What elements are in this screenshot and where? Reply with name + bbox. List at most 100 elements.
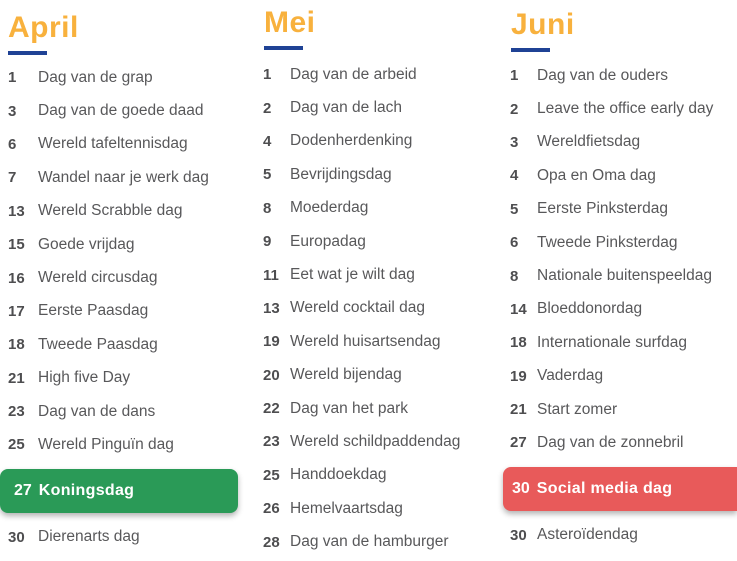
day-number: 23 — [8, 403, 25, 421]
day-row: 6 Wereld tafeltennisdag — [0, 128, 253, 161]
day-name: Tweede Paasdag — [38, 335, 158, 353]
day-number: 1 — [8, 69, 17, 87]
day-list-juni: 1 Dag van de ouders 2 Leave the office e… — [500, 59, 737, 552]
day-number: 27 — [510, 434, 527, 452]
day-name: Wereld schildpaddendag — [290, 432, 461, 450]
day-name: Wereld huisartsendag — [290, 332, 441, 350]
day-name: Goede vrijdag — [38, 235, 135, 253]
day-row: 27 Dag van de zonnebril — [500, 426, 737, 459]
day-name: Dag van de zonnebril — [537, 433, 684, 451]
day-number: 18 — [8, 336, 25, 354]
day-name: Dag van de ouders — [537, 66, 668, 84]
month-title: Mei — [264, 6, 316, 39]
day-name: High five Day — [38, 369, 131, 387]
day-number: 3 — [510, 133, 519, 151]
day-number: 4 — [263, 132, 272, 150]
day-name: Eerste Paasdag — [38, 302, 149, 320]
month-column-mei: Mei 1 Dag van de arbeid 2 Dag van de lac… — [253, 0, 500, 561]
day-number: 2 — [510, 100, 519, 118]
day-row: 5 Eerste Pinksterdag — [500, 193, 737, 226]
day-row: 28 Dag van de hamburger — [253, 525, 500, 558]
day-list-mei: 1 Dag van de arbeid 2 Dag van de lach 4 … — [253, 58, 500, 559]
day-number: 21 — [510, 401, 527, 419]
day-row: 3 Wereldfietsdag — [500, 126, 737, 159]
day-name: Wereld Scrabble dag — [38, 202, 183, 220]
day-row: 25 Wereld Pinguïn dag — [0, 428, 253, 461]
day-row: 14 Bloeddonordag — [500, 293, 737, 326]
day-number: 22 — [263, 400, 280, 418]
day-row: 9 Europadag — [253, 225, 500, 258]
day-row: 15 Goede vrijdag — [0, 228, 253, 261]
day-name: Koningsdag — [38, 481, 135, 499]
day-row: 6 Tweede Pinksterdag — [500, 226, 737, 259]
day-number: 5 — [263, 166, 272, 184]
day-row: 21 High five Day — [0, 362, 253, 395]
day-name: Wandel naar je werk dag — [38, 168, 209, 186]
day-name: Wereld tafeltennisdag — [38, 135, 188, 153]
day-row: 11 Eet wat je wilt dag — [253, 258, 500, 291]
day-number: 23 — [263, 433, 280, 451]
day-number: 19 — [263, 333, 280, 351]
day-row: 17 Eerste Paasdag — [0, 295, 253, 328]
day-name: Vaderdag — [537, 367, 604, 385]
highlighted-day-banner[interactable]: 27 Koningsdag — [0, 468, 238, 513]
day-row: 30 Asteroïdendag — [500, 519, 737, 552]
day-number: 21 — [8, 369, 25, 387]
day-row: 4 Opa en Oma dag — [500, 159, 737, 192]
day-number: 13 — [263, 299, 280, 317]
day-name: Leave the office early day — [537, 100, 714, 118]
day-number: 25 — [8, 436, 25, 454]
day-number: 30 — [512, 479, 530, 497]
day-name: Opa en Oma dag — [537, 166, 656, 184]
day-row: 18 Tweede Paasdag — [0, 328, 253, 361]
day-row: 3 Dag van de goede daad — [0, 94, 253, 127]
day-row: 1 Dag van de arbeid — [253, 58, 500, 91]
day-name: Eerste Pinksterdag — [537, 200, 668, 218]
day-row: 1 Dag van de grap — [0, 61, 253, 94]
day-name: Asteroïdendag — [537, 526, 638, 544]
day-number: 2 — [263, 99, 272, 117]
day-name: Dag van de lach — [290, 99, 403, 117]
day-row: 7 Wandel naar je werk dag — [0, 161, 253, 194]
day-name: Bloeddonordag — [537, 300, 643, 318]
day-row: 19 Vaderdag — [500, 360, 737, 393]
day-number: 6 — [8, 135, 17, 153]
day-row: 5 Bevrijdingsdag — [253, 158, 500, 191]
day-name: Dag van de arbeid — [290, 65, 417, 83]
day-row: 21 Start zomer — [500, 393, 737, 426]
day-number: 4 — [510, 167, 519, 185]
month-title: Juni — [511, 8, 575, 41]
day-name: Moederdag — [290, 199, 369, 217]
day-row: 25 Handdoekdag — [253, 459, 500, 492]
day-number: 16 — [8, 269, 25, 287]
day-name: Dag van de goede daad — [38, 102, 204, 120]
day-row: 2 Leave the office early day — [500, 92, 737, 125]
day-row: 4 Dodenherdenking — [253, 125, 500, 158]
day-row: 19 Wereld huisartsendag — [253, 325, 500, 358]
day-name: Bevrijdingsdag — [290, 165, 392, 183]
day-number: 8 — [510, 267, 519, 285]
day-number: 25 — [263, 466, 280, 484]
day-number: 9 — [263, 233, 272, 251]
day-name: Eet wat je wilt dag — [290, 266, 415, 284]
day-row: 30 Dierenarts dag — [0, 521, 253, 554]
day-name: Dag van de hamburger — [290, 533, 449, 551]
day-row: 2 Dag van de lach — [253, 91, 500, 124]
day-number: 20 — [263, 366, 280, 384]
day-row: 8 Moederdag — [253, 192, 500, 225]
day-row: 18 Internationale surfdag — [500, 326, 737, 359]
day-number: 1 — [510, 67, 519, 85]
day-name: Wereld circusdag — [38, 269, 158, 287]
day-name: Dag van de grap — [38, 68, 153, 86]
day-row: 26 Hemelvaartsdag — [253, 492, 500, 525]
day-number: 11 — [263, 266, 279, 284]
day-number: 17 — [8, 302, 25, 320]
month-title: April — [8, 11, 79, 44]
day-number: 15 — [8, 236, 25, 254]
highlighted-day-banner[interactable]: 30 Social media dag — [503, 466, 737, 511]
day-row: 16 Wereld circusdag — [0, 261, 253, 294]
day-number: 27 — [14, 481, 32, 499]
day-number: 5 — [510, 200, 519, 218]
month-title-underline — [264, 46, 303, 50]
